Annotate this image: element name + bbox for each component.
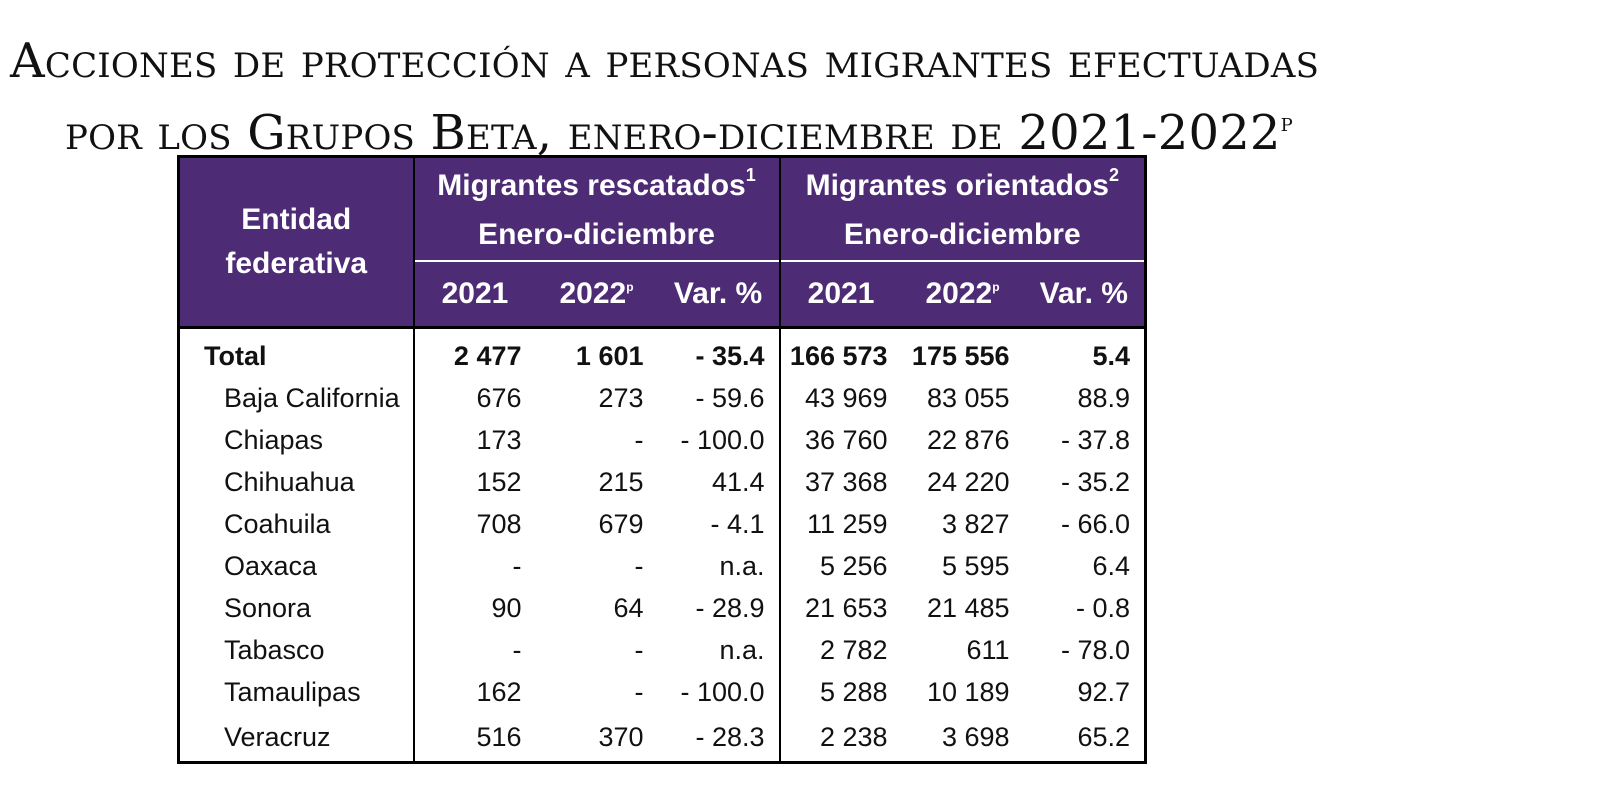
header-orientados-period: Enero-diciembre (779, 210, 1146, 261)
cell-orientados-2021: 5 288 (819, 676, 888, 707)
table-row: Veracruz 516 370 - 28.3 2 238 3 698 65.2 (178, 713, 1146, 763)
row-name: Oaxaca (178, 545, 415, 587)
cell-orientados-var: 92.7 (1077, 676, 1131, 707)
cell-orientados-2022: 24 220 (926, 466, 1010, 497)
table-row: Baja California 676 273 - 59.6 43 969 83… (178, 377, 1146, 419)
cell-orientados-var: 6.4 (1092, 550, 1131, 581)
row-name: Baja California (178, 377, 415, 419)
cell-rescatados-2022: - (634, 550, 644, 581)
cell-rescatados-2021: 162 (476, 676, 522, 707)
cell-orientados-2021: 5 256 (819, 550, 888, 581)
header-rescatados-2022: 2022p (535, 260, 658, 328)
cell-rescatados-2022: 273 (598, 382, 644, 413)
cell-orientados-2022: 21 485 (926, 592, 1010, 623)
cell-rescatados-var: - 35.4 (657, 327, 781, 377)
cell-orientados-2021: 21 653 (804, 592, 888, 623)
header-rescatados-var: Var. % (657, 260, 781, 328)
cell-rescatados-2022: 215 (598, 466, 644, 497)
cell-rescatados-var: - 100.0 (657, 671, 781, 713)
table-row: Coahuila 708 679 - 4.1 11 259 3 827 - 66… (178, 503, 1146, 545)
row-name: Total (178, 327, 415, 377)
table-header: Entidad federativa Migrantes rescatados1 … (178, 156, 1146, 328)
cell-rescatados-var: - 100.0 (657, 419, 781, 461)
table-row: Oaxaca - - n.a. 5 256 5 595 6.4 (178, 545, 1146, 587)
cell-rescatados-2021: 676 (476, 382, 522, 413)
row-name: Chiapas (178, 419, 415, 461)
title-preliminary-mark: p (1280, 108, 1293, 138)
cell-rescatados-var: n.a. (657, 629, 781, 671)
cell-orientados-2021: 36 760 (804, 424, 888, 455)
cell-rescatados-var: n.a. (657, 545, 781, 587)
cell-rescatados-2021: - (512, 550, 522, 581)
cell-orientados-var: 65.2 (1077, 721, 1131, 752)
cell-orientados-2021: 2 782 (819, 634, 888, 665)
header-entidad: Entidad federativa (178, 156, 415, 328)
cell-orientados-2021: 11 259 (806, 508, 888, 539)
row-name: Tamaulipas (178, 671, 415, 713)
cell-orientados-2022: 3 827 (941, 508, 1010, 539)
cell-rescatados-2021: 152 (476, 466, 522, 497)
row-name: Chihuahua (178, 461, 415, 503)
table-row: Sonora 90 64 - 28.9 21 653 21 485 - 0.8 (178, 587, 1146, 629)
cell-rescatados-var: 41.4 (657, 461, 781, 503)
table-row: Chiapas 173 - - 100.0 36 760 22 876 - 37… (178, 419, 1146, 461)
cell-rescatados-2021: 516 (476, 721, 522, 752)
cell-orientados-var: - 66.0 (1061, 508, 1131, 539)
cell-rescatados-2022: - (634, 424, 644, 455)
row-name: Coahuila (178, 503, 415, 545)
cell-rescatados-2022: 64 (613, 592, 644, 623)
cell-orientados-2022: 10 189 (926, 676, 1010, 707)
cell-orientados-2021: 2 238 (819, 721, 888, 752)
header-rescatados-period: Enero-diciembre (413, 210, 781, 261)
title-line-1: Acciones de protección a personas migran… (10, 33, 1320, 89)
cell-orientados-var: 88.9 (1077, 382, 1131, 413)
cell-rescatados-2021: 173 (476, 424, 522, 455)
row-name: Tabasco (178, 629, 415, 671)
cell-rescatados-var: - 4.1 (657, 503, 781, 545)
table-row: Chihuahua 152 215 41.4 37 368 24 220 - 3… (178, 461, 1146, 503)
cell-rescatados-2022: - (634, 634, 644, 665)
cell-rescatados-2021: 708 (476, 508, 522, 539)
cell-orientados-2022: 611 (966, 634, 1010, 665)
row-name: Veracruz (178, 713, 415, 763)
cell-orientados-2021: 43 969 (804, 382, 888, 413)
header-orientados: Migrantes orientados2 (779, 156, 1146, 210)
cell-rescatados-2021: 2 477 (453, 340, 522, 371)
header-rescatados-2021: 2021 (413, 260, 536, 328)
table-row: Tabasco - - n.a. 2 782 611 - 78.0 (178, 629, 1146, 671)
page-title: Acciones de protección a personas migran… (10, 30, 1550, 164)
cell-rescatados-2022: 679 (598, 508, 644, 539)
header-orientados-var: Var. % (1023, 260, 1146, 328)
cell-rescatados-2022: 370 (598, 721, 644, 752)
header-rescatados: Migrantes rescatados1 (413, 156, 781, 210)
cell-orientados-2022: 175 556 (911, 340, 1010, 371)
cell-rescatados-var: - 28.9 (657, 587, 781, 629)
table-row-total: Total 2 477 1 601 - 35.4 166 573 175 556… (178, 327, 1146, 377)
cell-orientados-2022: 3 698 (941, 721, 1010, 752)
row-name: Sonora (178, 587, 415, 629)
cell-orientados-var: 5.4 (1092, 340, 1131, 371)
cell-rescatados-2022: - (634, 676, 644, 707)
cell-orientados-2021: 166 573 (789, 340, 888, 371)
cell-orientados-var: - 0.8 (1076, 592, 1131, 623)
table-row: Tamaulipas 162 - - 100.0 5 288 10 189 92… (178, 671, 1146, 713)
cell-orientados-2022: 83 055 (926, 382, 1010, 413)
header-orientados-2021: 2021 (779, 260, 902, 328)
cell-rescatados-var: - 59.6 (657, 377, 781, 419)
header-orientados-2022: 2022p (901, 260, 1024, 328)
cell-orientados-2021: 37 368 (804, 466, 888, 497)
cell-orientados-2022: 5 595 (941, 550, 1010, 581)
cell-orientados-2022: 22 876 (926, 424, 1010, 455)
cell-orientados-var: - 78.0 (1061, 634, 1131, 665)
cell-orientados-var: - 37.8 (1061, 424, 1131, 455)
cell-rescatados-2021: 90 (491, 592, 522, 623)
cell-rescatados-2021: - (512, 634, 522, 665)
cell-orientados-var: - 35.2 (1061, 466, 1131, 497)
cell-rescatados-var: - 28.3 (657, 713, 781, 763)
migrants-table: Entidad federativa Migrantes rescatados1 … (177, 155, 1148, 764)
table-body: Total 2 477 1 601 - 35.4 166 573 175 556… (178, 327, 1146, 763)
cell-rescatados-2022: 1 601 (575, 340, 644, 371)
title-line-2: por los Grupos Beta, enero-diciembre de … (65, 105, 1293, 161)
